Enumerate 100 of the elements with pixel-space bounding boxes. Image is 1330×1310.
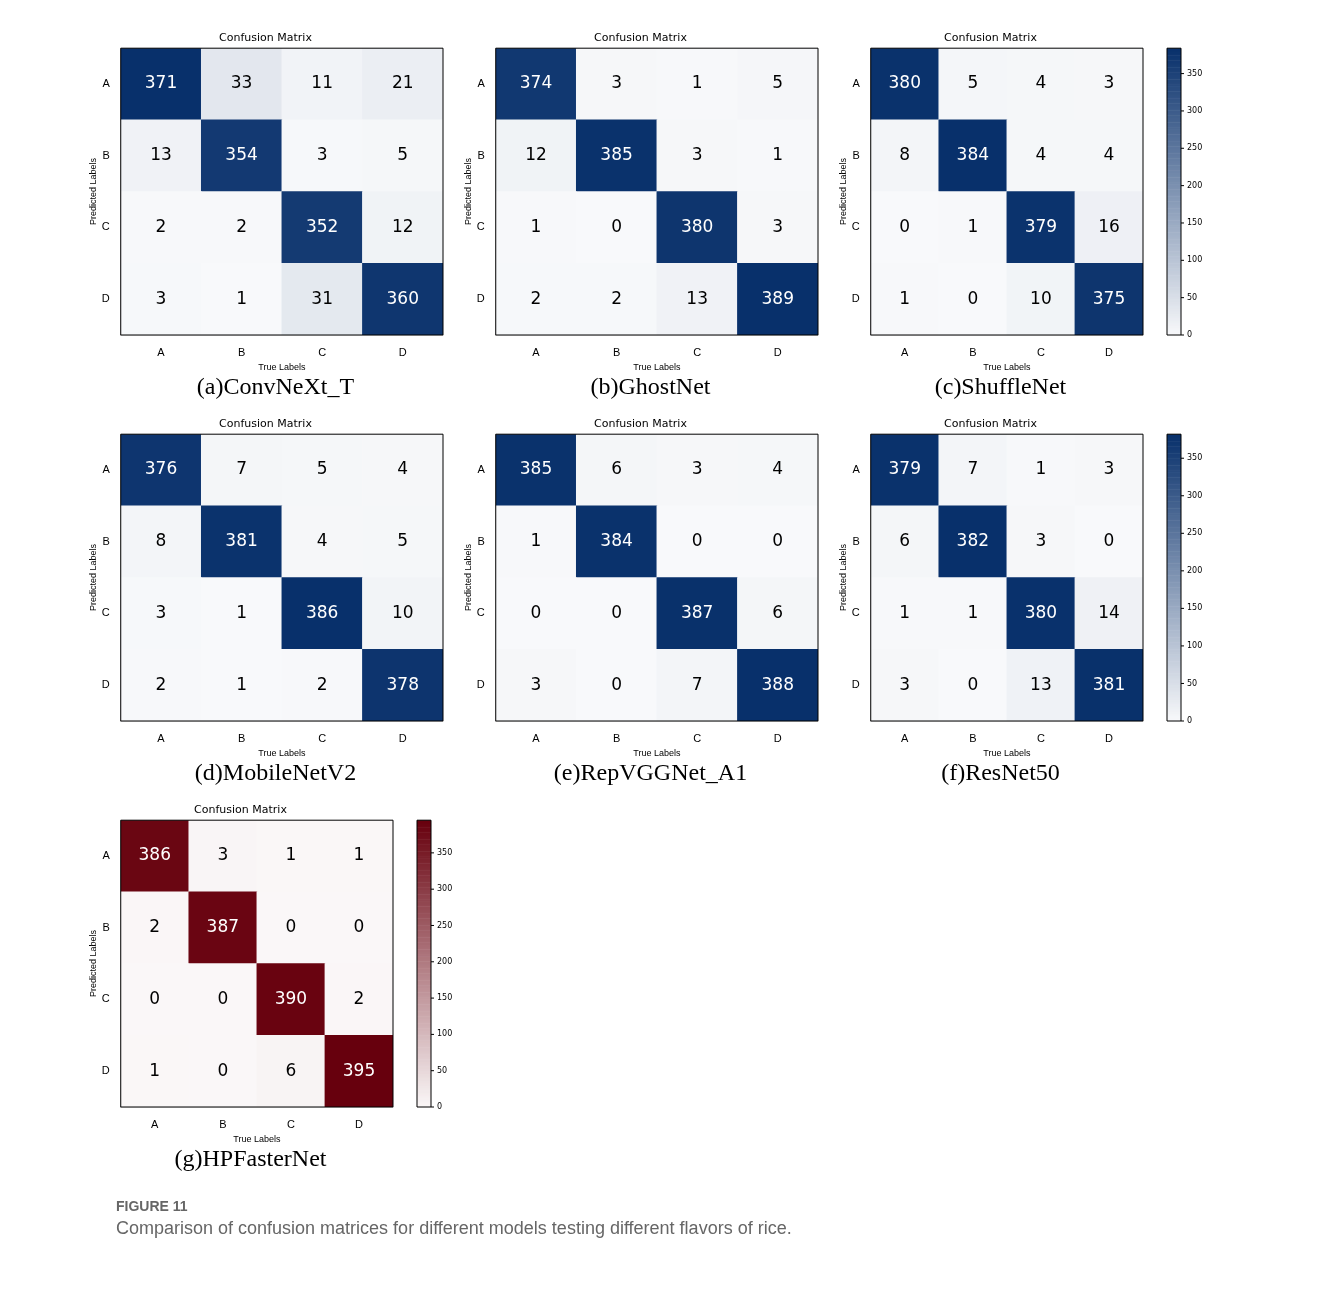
data-label: 13	[1030, 673, 1052, 694]
x-tick-label: A	[901, 731, 910, 744]
chart-title: Confusion Matrix	[944, 417, 1038, 431]
color-bar-label: 300	[1187, 490, 1203, 500]
data-label: 21	[391, 72, 414, 93]
color-bar-label: 250	[1187, 143, 1203, 153]
data-label: 1	[691, 72, 703, 93]
data-label: 4	[1035, 72, 1047, 93]
data-label: 3	[155, 287, 167, 308]
y-tick-label: A	[852, 77, 861, 90]
data-label: 2	[316, 673, 328, 694]
data-label: 376	[144, 458, 178, 479]
data-label: 1	[967, 601, 979, 622]
y-axis-title: Predicted Labels	[837, 543, 848, 612]
data-label: 352	[305, 215, 339, 236]
x-tick-label: C	[318, 731, 327, 744]
data-label: 380	[1024, 601, 1058, 622]
data-label: 14	[1098, 601, 1120, 622]
color-bar-label: 50	[1187, 292, 1198, 302]
data-label: 388	[761, 673, 794, 694]
color-bar-label: 150	[437, 993, 453, 1003]
data-label: 0	[353, 916, 365, 937]
y-tick-label: C	[476, 220, 485, 233]
x-tick-label: C	[1036, 731, 1045, 744]
x-tick-label: B	[237, 345, 246, 358]
chart-title: Confusion Matrix	[219, 31, 313, 45]
data-label: 0	[285, 916, 297, 937]
x-tick-label: C	[286, 1117, 295, 1130]
data-label: 6	[899, 530, 911, 551]
data-label: 10	[391, 601, 414, 622]
data-label: 33	[230, 72, 253, 93]
text: (c)ShuffleNet	[933, 373, 1068, 400]
x-tick-label: B	[219, 1117, 227, 1130]
data-label: 12	[525, 144, 547, 165]
data-label: 0	[691, 530, 703, 551]
x-tick-label: D	[354, 1117, 363, 1130]
x-tick-label: C	[693, 731, 702, 744]
color-bar-label: 0	[1187, 716, 1193, 726]
data-label: 5	[967, 72, 979, 93]
x-axis-title: True Labels	[258, 362, 306, 373]
y-tick-label: A	[477, 77, 486, 90]
x-tick-label: D	[1104, 731, 1113, 744]
data-label: 2	[155, 673, 167, 694]
data-label: 3	[611, 72, 622, 93]
x-axis-title: True Labels	[633, 748, 681, 759]
data-label: 1	[530, 530, 542, 551]
text: (b)GhostNet	[589, 373, 712, 400]
data-label: 16	[1098, 215, 1120, 236]
data-label: 5	[316, 458, 328, 479]
x-tick-label: C	[693, 345, 702, 358]
text: (f)ResNet50	[940, 759, 1061, 786]
y-tick-label: D	[851, 292, 860, 305]
y-tick-label: B	[852, 534, 860, 547]
data-label: 0	[967, 673, 979, 694]
x-tick-label: B	[969, 345, 977, 358]
data-label: 1	[285, 844, 297, 865]
y-tick-label: A	[102, 77, 111, 90]
data-label: 395	[342, 1059, 376, 1080]
data-label: 3	[155, 601, 167, 622]
data-label: 6	[285, 1059, 297, 1080]
data-label: 384	[600, 530, 633, 551]
color-bar-label: 100	[1187, 255, 1203, 265]
data-label: 13	[686, 287, 708, 308]
chart-title: Confusion Matrix	[594, 31, 688, 45]
data-label: 8	[899, 144, 911, 165]
data-label: 7	[236, 458, 247, 479]
data-label: 378	[386, 673, 419, 694]
data-label: 2	[530, 287, 542, 308]
data-label: 6	[611, 458, 622, 479]
y-tick-label: B	[102, 920, 110, 933]
x-tick-label: A	[157, 345, 166, 358]
data-label: 374	[519, 72, 553, 93]
data-label: 3	[217, 844, 229, 865]
y-axis-title: Predicted Labels	[837, 157, 848, 226]
data-label: 1	[530, 215, 542, 236]
color-bar-label: 200	[1187, 565, 1203, 575]
data-label: 3	[1103, 72, 1115, 93]
data-label: 3	[530, 673, 542, 694]
color-bar-label: 150	[1187, 218, 1203, 228]
y-tick-label: C	[851, 606, 860, 619]
color-bar-label: 200	[437, 956, 453, 966]
data-label: 1	[149, 1059, 161, 1080]
y-tick-label: C	[101, 992, 110, 1005]
data-label: 8	[155, 530, 167, 551]
data-label: 380	[888, 72, 921, 93]
y-tick-label: C	[851, 220, 860, 233]
data-label: 0	[611, 601, 622, 622]
data-label: 0	[611, 673, 622, 694]
data-label: 2	[149, 916, 161, 937]
data-label: 386	[305, 601, 339, 622]
data-label: 379	[1024, 215, 1058, 236]
data-label: 385	[519, 458, 553, 479]
data-label: 6	[772, 601, 784, 622]
data-label: 4	[772, 458, 784, 479]
data-label: 1	[899, 287, 911, 308]
data-label: 7	[967, 458, 979, 479]
x-tick-label: C	[1036, 345, 1045, 358]
x-tick-label: D	[1104, 345, 1113, 358]
data-label: 1	[236, 287, 247, 308]
data-label: 4	[1035, 144, 1047, 165]
